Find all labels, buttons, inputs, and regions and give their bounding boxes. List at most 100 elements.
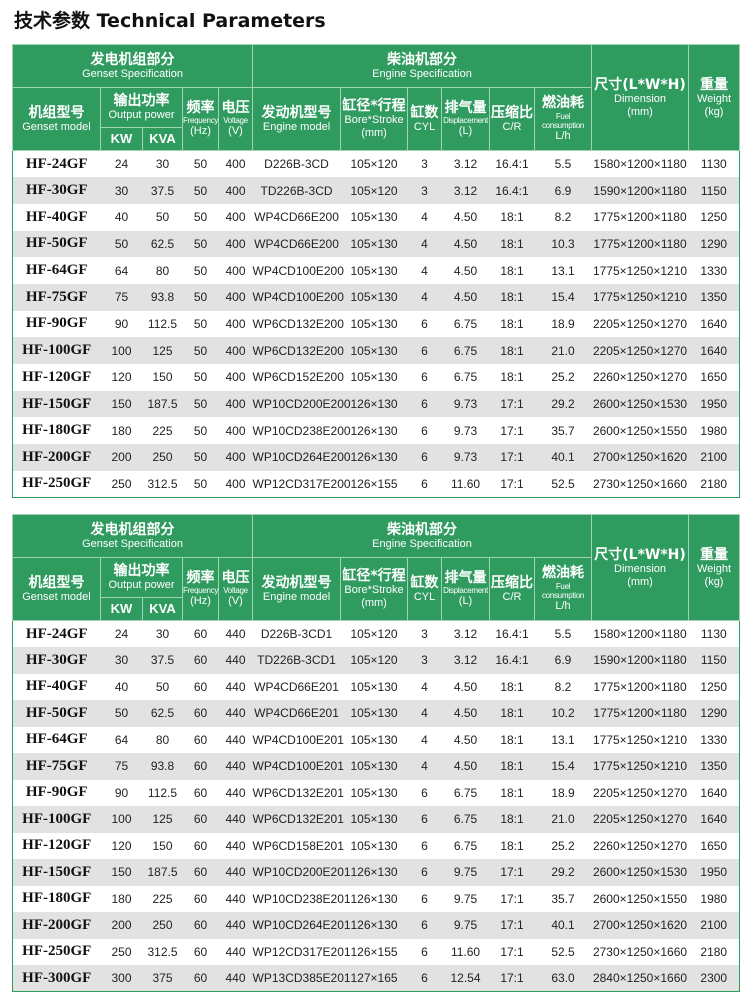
fuel-consumption-cell: 5.5	[554, 627, 572, 641]
frequency-cell: 60	[193, 653, 208, 668]
dimension-cell: 2260×1250×1270	[592, 370, 688, 385]
genset-model-cell: HF-50GF	[25, 235, 88, 252]
engine-model-cell: D226B-3CD1	[260, 627, 333, 641]
engine-model-header: 发动机型号 Engine model	[252, 557, 342, 621]
genset-model-cell: HF-75GF	[25, 288, 88, 305]
voltage-cell: 400	[225, 450, 246, 465]
frequency-cell: 60	[193, 627, 208, 641]
compression-ratio-cell: 16.4:1	[495, 653, 529, 668]
genset-model-cell: HF-150GF	[22, 395, 92, 412]
displacement-cell: 4.50	[453, 236, 478, 251]
compression-ratio-cell: 18:1	[500, 316, 524, 331]
engine-model-cell: WP10CD200E200	[252, 397, 351, 412]
compression-ratio-cell: 18:1	[500, 210, 524, 225]
frequency-cell: 50	[193, 450, 208, 465]
dimension-cell: 2730×1250×1660	[592, 944, 688, 959]
compression-ratio-cell: 18:1	[500, 263, 524, 278]
kw-cell: 30	[114, 653, 129, 668]
bore-stroke-cell: 105×130	[350, 290, 398, 305]
dimension-cell: 2840×1250×1660	[592, 971, 688, 985]
genset-model-cell: HF-180GF	[22, 890, 92, 907]
genset-spec-header: 发电机组部分 Genset Specification	[11, 514, 254, 558]
weight-cell: 1330	[700, 263, 728, 278]
fuel-consumption-cell: 5.5	[554, 157, 572, 172]
weight-cell: 1350	[700, 290, 728, 305]
frequency-cell: 60	[193, 944, 208, 959]
compression-ratio-cell: 18:1	[500, 290, 524, 305]
frequency-cell: 60	[193, 918, 208, 933]
kva-cell: 93.8	[150, 290, 175, 305]
engine-model-cell: WP12CD317E200	[252, 476, 351, 491]
frequency-cell: 60	[193, 971, 208, 985]
table-row: HF-200GF 200 250 50 400 WP10CD264E200 126×130 6…	[12, 444, 740, 471]
weight-cell: 1290	[700, 236, 728, 251]
kva-cell: 50	[155, 679, 170, 694]
weight-cell: 1150	[700, 653, 727, 668]
fuel-consumption-header: 燃油耗 Fuel consumption L/h	[534, 557, 593, 621]
bore-stroke-cell: 105×120	[350, 183, 398, 198]
kw-cell: 120	[111, 370, 132, 385]
table-row: HF-180GF 180 225 50 400 WP10CD238E200 126×130 6…	[13, 417, 740, 444]
fuel-consumption-cell: 8.2	[554, 679, 572, 694]
kw-cell: 75	[114, 290, 129, 305]
weight-cell: 1980	[700, 891, 728, 906]
frequency-cell: 50	[193, 236, 208, 251]
compression-ratio-cell: 17:1	[500, 944, 524, 959]
dimension-cell: 2600×1250×1530	[592, 865, 688, 880]
compression-ratio-cell: 16.4:1	[495, 157, 529, 172]
table-header: 发电机组部分 Genset Specification 柴油机部分 Engine S…	[11, 44, 741, 151]
fuel-consumption-cell: 25.2	[551, 370, 575, 385]
kw-cell: 24	[114, 157, 129, 172]
cylinders-cell: 3	[421, 627, 428, 641]
table-row: HF-64GF 64 80 50 400 WP4CD100E200 105×130 4 4.50…	[13, 257, 740, 284]
kw-cell: 50	[114, 236, 129, 251]
compression-ratio-cell: 17:1	[500, 918, 524, 933]
kw-cell: 180	[111, 423, 132, 438]
dimension-cell: 2205×1250×1270	[592, 316, 688, 331]
bore-stroke-cell: 105×130	[350, 210, 398, 225]
voltage-cell: 400	[225, 290, 246, 305]
kva-cell: 150	[152, 838, 173, 853]
engine-model-cell: WP10CD264E200	[252, 450, 351, 465]
engine-model-cell: D226B-3CD	[264, 157, 329, 172]
genset-model-cell: HF-40GF	[25, 208, 88, 225]
engine-model-cell: WP6CD132E200	[252, 343, 344, 358]
kw-cell: 100	[111, 812, 132, 827]
cylinders-cell: 3	[421, 157, 428, 172]
displacement-cell: 6.75	[453, 343, 478, 358]
kva-cell: 80	[155, 732, 170, 747]
voltage-cell: 440	[225, 759, 246, 774]
cylinders-header: 缸数 CYL	[407, 87, 443, 151]
bore-stroke-cell: 126×130	[350, 865, 398, 880]
dimension-cell: 1775×1200×1180	[593, 210, 687, 225]
fuel-consumption-cell: 8.2	[554, 210, 572, 225]
cylinders-cell: 3	[421, 183, 428, 198]
weight-header: 重量 Weight (kg)	[688, 44, 741, 151]
voltage-header: 电压 Voltage (V)	[217, 557, 254, 621]
compression-ratio-cell: 17:1	[500, 891, 524, 906]
bore-stroke-header: 缸径*行程 Bore*Stroke (mm)	[340, 87, 409, 151]
table-row: HF-120GF 120 150 50 400 WP6CD152E200 105×130 6 6…	[13, 364, 740, 391]
bore-stroke-cell: 105×130	[350, 732, 398, 747]
dimension-cell: 2205×1250×1270	[592, 343, 688, 358]
genset-model-cell: HF-200GF	[22, 448, 92, 465]
fuel-consumption-cell: 25.2	[551, 838, 575, 853]
frequency-cell: 60	[193, 891, 208, 906]
compression-ratio-cell: 18:1	[500, 812, 524, 827]
cylinders-cell: 6	[421, 865, 428, 880]
table-row: HF-40GF 40 50 50 400 WP4CD66E200 105×130 4 4.50 1…	[13, 204, 740, 231]
kw-cell: 50	[114, 706, 129, 721]
genset-model-cell: HF-24GF	[25, 155, 88, 172]
table-row: HF-150GF 150 187.5 60 440 WP10CD200E201 126×13…	[12, 859, 740, 886]
table-row: HF-90GF 90 112.5 50 400 WP6CD132E200 105×130 6 6…	[13, 311, 740, 338]
genset-model-cell: HF-30GF	[25, 651, 88, 668]
genset-model-header: 机组型号 Genset model	[12, 557, 101, 621]
displacement-cell: 11.60	[450, 944, 481, 959]
table-row: HF-24GF 24 30 60 440 D226B-3CD1 105×120 3 3.12 16…	[13, 621, 740, 648]
dimension-cell: 1580×1200×1180	[593, 157, 687, 172]
cylinders-cell: 6	[421, 785, 428, 800]
frequency-header: 频率 Frequency (Hz)	[182, 87, 219, 151]
compression-ratio-cell: 17:1	[500, 971, 524, 985]
table-row: HF-50GF 50 62.5 50 400 WP4CD66E200 105×130 4 4.5…	[12, 230, 740, 258]
bore-stroke-cell: 126×130	[350, 918, 398, 933]
